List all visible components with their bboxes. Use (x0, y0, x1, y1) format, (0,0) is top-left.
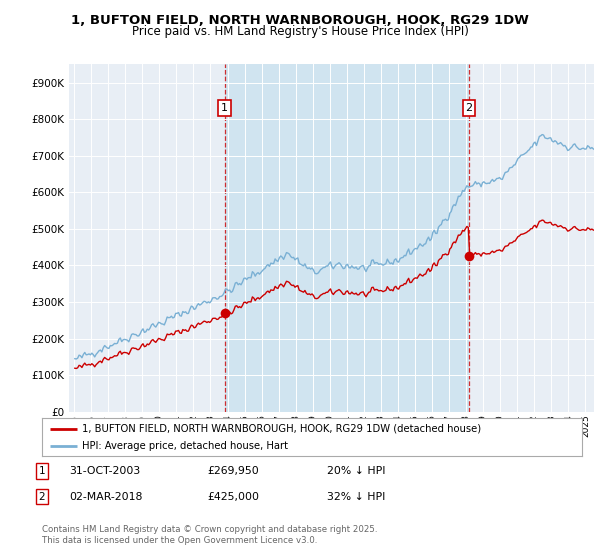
Text: HPI: Average price, detached house, Hart: HPI: Average price, detached house, Hart (83, 441, 289, 451)
Text: 2: 2 (38, 492, 46, 502)
Text: This data is licensed under the Open Government Licence v3.0.: This data is licensed under the Open Gov… (42, 536, 317, 545)
Text: 31-OCT-2003: 31-OCT-2003 (69, 466, 140, 476)
Text: 32% ↓ HPI: 32% ↓ HPI (327, 492, 385, 502)
Text: 20% ↓ HPI: 20% ↓ HPI (327, 466, 386, 476)
Text: 2: 2 (466, 103, 473, 113)
Text: Price paid vs. HM Land Registry's House Price Index (HPI): Price paid vs. HM Land Registry's House … (131, 25, 469, 38)
Text: 1: 1 (38, 466, 46, 476)
Bar (224, 64, 469, 412)
Text: £269,950: £269,950 (207, 466, 259, 476)
Text: £425,000: £425,000 (207, 492, 259, 502)
Text: 1, BUFTON FIELD, NORTH WARNBOROUGH, HOOK, RG29 1DW: 1, BUFTON FIELD, NORTH WARNBOROUGH, HOOK… (71, 14, 529, 27)
Text: Contains HM Land Registry data © Crown copyright and database right 2025.: Contains HM Land Registry data © Crown c… (42, 525, 377, 534)
Text: 1, BUFTON FIELD, NORTH WARNBOROUGH, HOOK, RG29 1DW (detached house): 1, BUFTON FIELD, NORTH WARNBOROUGH, HOOK… (83, 423, 482, 433)
Text: 1: 1 (221, 103, 228, 113)
Text: 02-MAR-2018: 02-MAR-2018 (69, 492, 142, 502)
